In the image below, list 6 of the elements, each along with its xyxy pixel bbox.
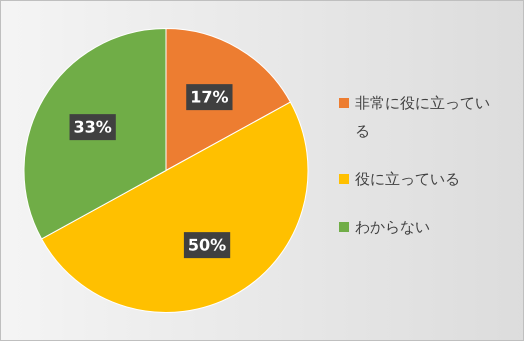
data-label: 17% bbox=[190, 87, 229, 106]
slice-label: 役に立っている bbox=[355, 169, 460, 190]
data-label: 50% bbox=[188, 235, 226, 254]
legend-label: 非常に役に立っている bbox=[355, 93, 491, 142]
legend-label: わからない bbox=[355, 217, 430, 238]
data-label: 33% bbox=[74, 117, 112, 136]
